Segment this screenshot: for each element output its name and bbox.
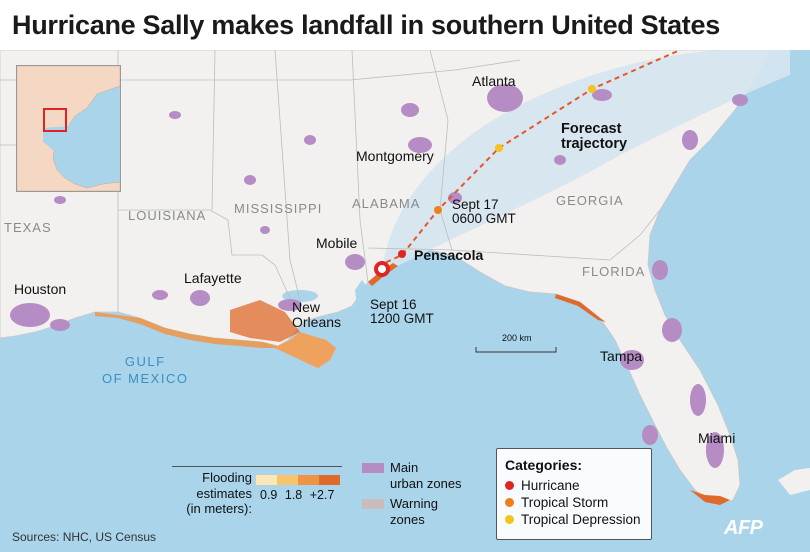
- state-label-alabama: ALABAMA: [352, 196, 421, 211]
- afp-credit-logo: AFP: [724, 517, 763, 539]
- flooding-legend-label-3: (in meters):: [186, 501, 252, 517]
- scale-bar: [475, 347, 557, 353]
- state-label-georgia: GEORGIA: [556, 193, 624, 208]
- scale-label: 200 km: [502, 333, 532, 343]
- tropical-storm-dot-icon: [505, 498, 514, 507]
- hurricane-dot-icon: [505, 481, 514, 490]
- sources-note: Sources: NHC, US Census: [12, 530, 157, 544]
- city-label-pensacola: Pensacola: [414, 247, 484, 263]
- page-title: Hurricane Sally makes landfall in southe…: [12, 10, 720, 40]
- mobile-bay: [355, 280, 368, 312]
- urban-zones: [10, 84, 748, 468]
- warning-zone-swatch: [362, 499, 384, 509]
- category-hurricane: Hurricane: [497, 477, 651, 494]
- state-label-florida: FLORIDA: [582, 264, 646, 279]
- flooding-legend-label: Flooding estimates (in meters):: [176, 470, 252, 517]
- map-canvas: [0, 50, 810, 552]
- warning-zone-label-2: zones: [390, 511, 425, 527]
- inset-locator-map: [16, 65, 121, 192]
- forecast-track: [377, 50, 681, 267]
- flood-swatch-3: [298, 475, 319, 485]
- map[interactable]: TEXAS LOUISIANA MISSISSIPPI ALABAMA GEOR…: [0, 50, 810, 552]
- inset-north-america: [17, 66, 120, 191]
- city-label-tampa: Tampa: [600, 348, 643, 364]
- bahamas: [778, 468, 810, 495]
- flooding-zones: [95, 263, 730, 505]
- city-label-atlanta: Atlanta: [472, 73, 516, 89]
- inset-highlight-box: [43, 108, 67, 132]
- state-label-louisiana: LOUISIANA: [128, 208, 207, 223]
- flood-tick-3: +2.7: [309, 488, 335, 502]
- city-label-montgomery: Montgomery: [356, 148, 434, 164]
- forecast-label-line2: trajectory: [561, 136, 628, 153]
- category-hurricane-label: Hurricane: [521, 478, 580, 493]
- inset-canvas: [17, 66, 120, 191]
- track-label-sept17-date: Sept 17: [452, 197, 499, 212]
- state-label-texas: TEXAS: [4, 220, 52, 235]
- warning-zone-label: Warning zones: [390, 496, 438, 527]
- track-label-sept17: Sept 17 0600 GMT: [452, 197, 516, 227]
- flooding-legend-label-1: Flooding: [202, 470, 252, 485]
- category-tropical-storm-label: Tropical Storm: [521, 495, 609, 510]
- categories-title: Categories:: [505, 457, 583, 473]
- tropical-depression-point-2[interactable]: [588, 85, 596, 93]
- flood-tick-2: 1.8: [284, 488, 303, 502]
- warning-zone-label-1: Warning: [390, 496, 438, 511]
- tropical-depression-dot-icon: [505, 515, 514, 524]
- hurricane-point-pensacola[interactable]: [398, 250, 406, 258]
- categories-legend: Categories: Hurricane Tropical Storm Tro…: [496, 448, 652, 540]
- lake-pontchartrain: [282, 290, 318, 302]
- flooding-legend-label-2: estimates: [196, 485, 252, 501]
- city-label-miami: Miami: [698, 430, 736, 446]
- city-label-lafayette: Lafayette: [184, 270, 242, 286]
- flood-swatch-4: [319, 475, 340, 485]
- forecast-label-line1: Forecast: [561, 121, 622, 137]
- hurricane-marker-current[interactable]: [374, 261, 390, 277]
- gulf-of-mexico-label: GULF OF MEXICO: [102, 354, 188, 388]
- flood-swatch-1: [256, 475, 277, 485]
- city-label-mobile: Mobile: [316, 235, 358, 251]
- urban-zone-swatch: [362, 463, 384, 473]
- track-label-sept16-time: 1200 GMT: [370, 311, 434, 327]
- flooding-legend-ticks: 0.9 1.8 +2.7: [260, 488, 334, 502]
- city-label-houston: Houston: [14, 281, 67, 297]
- urban-zone-label-2: urban zones: [390, 475, 462, 491]
- flood-tick-1: 0.9: [260, 488, 278, 502]
- flooding-legend-rule: [172, 466, 342, 467]
- gulf-label-line1: GULF: [124, 354, 166, 369]
- forecast-cone: [382, 50, 790, 272]
- gulf-label-line2: OF MEXICO: [102, 370, 189, 386]
- flooding-legend-swatches: [256, 475, 340, 485]
- city-label-new-orleans-line2: Orleans: [292, 313, 342, 330]
- track-label-sept16: Sept 16 1200 GMT: [370, 297, 434, 327]
- category-tropical-storm: Tropical Storm: [497, 494, 651, 511]
- flood-swatch-2: [277, 475, 298, 485]
- track-label-sept17-time: 0600 GMT: [452, 211, 516, 227]
- city-label-new-orleans: New Orleans: [292, 300, 341, 329]
- city-label-new-orleans-line1: New: [292, 299, 321, 315]
- tropical-depression-point-1[interactable]: [495, 144, 503, 152]
- state-label-mississippi: MISSISSIPPI: [234, 201, 323, 216]
- forecast-trajectory-label: Forecast trajectory: [561, 121, 628, 153]
- category-tropical-depression: Tropical Depression: [497, 511, 651, 528]
- category-tropical-depression-label: Tropical Depression: [521, 512, 641, 527]
- track-label-sept16-date: Sept 16: [370, 297, 417, 312]
- tropical-storm-point[interactable]: [434, 206, 442, 214]
- urban-zone-label-1: Main: [390, 460, 419, 475]
- urban-zone-label: Main urban zones: [390, 460, 462, 491]
